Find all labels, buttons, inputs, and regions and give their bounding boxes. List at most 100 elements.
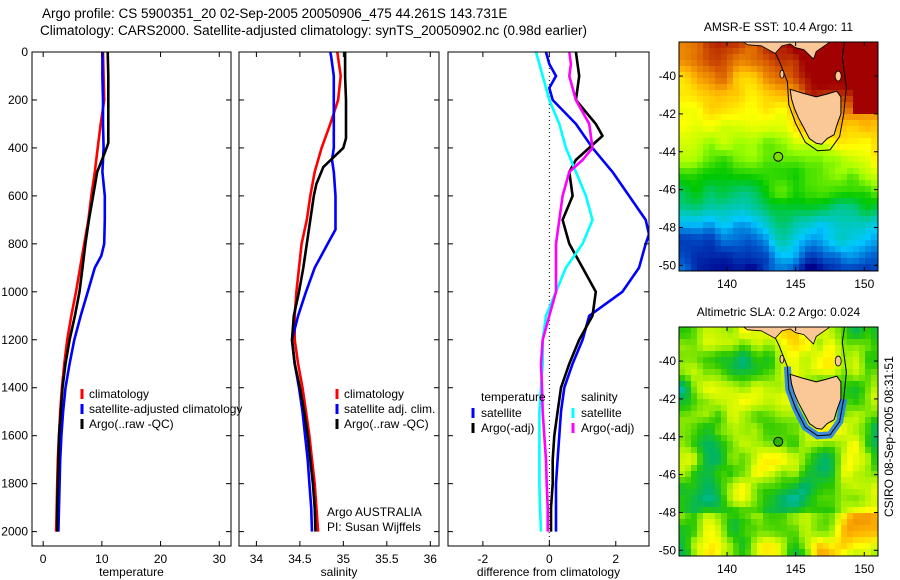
map-cell — [811, 441, 817, 447]
map-cell — [781, 363, 787, 369]
map-cell — [793, 429, 799, 435]
legend-label: climatology — [344, 387, 404, 401]
map-cell — [793, 417, 799, 423]
map-cell — [865, 411, 871, 417]
map-cell — [823, 156, 829, 162]
map-cell — [763, 483, 769, 489]
map-cell — [859, 459, 865, 465]
map-cell — [805, 513, 811, 519]
map-cell — [757, 228, 763, 234]
map-cell — [835, 537, 841, 543]
map-cell — [685, 333, 691, 339]
map-cell — [799, 459, 805, 465]
y-tick-label: 400 — [8, 141, 28, 155]
map-cell — [787, 144, 793, 150]
map-cell — [811, 351, 817, 357]
map-cell — [865, 144, 871, 150]
map-cell — [739, 234, 745, 240]
map-cell — [691, 150, 697, 156]
map-cell — [841, 417, 847, 423]
map-cell — [835, 519, 841, 525]
map-cell — [847, 48, 853, 54]
map-cell — [829, 246, 835, 252]
map-cell — [835, 228, 841, 234]
map-cell — [721, 381, 727, 387]
map-cell — [757, 120, 763, 126]
map-cell — [817, 204, 823, 210]
map-cell — [691, 108, 697, 114]
map-cell — [859, 447, 865, 453]
map-cell — [757, 405, 763, 411]
map-cell — [769, 96, 775, 102]
map-cell — [769, 138, 775, 144]
map-cell — [775, 507, 781, 513]
map-cell — [709, 393, 715, 399]
map-cell — [721, 495, 727, 501]
map-cell — [793, 489, 799, 495]
map-cell — [769, 417, 775, 423]
map-cell — [697, 537, 703, 543]
map-cell — [781, 174, 787, 180]
map-cell — [727, 531, 733, 537]
map-cell — [739, 381, 745, 387]
map-cell — [733, 483, 739, 489]
map-cell — [751, 429, 757, 435]
map-cell — [847, 204, 853, 210]
map-cell — [787, 102, 793, 108]
map-cell — [703, 54, 709, 60]
map-cell — [739, 399, 745, 405]
map-cell — [787, 264, 793, 270]
map-cell — [727, 174, 733, 180]
map-cell — [697, 375, 703, 381]
map-cell — [859, 519, 865, 525]
map-cell — [841, 234, 847, 240]
map-cell — [817, 453, 823, 459]
map-cell — [865, 489, 871, 495]
map-cell — [835, 543, 841, 549]
map-cell — [721, 264, 727, 270]
map-cell — [745, 258, 751, 264]
map-cell — [745, 411, 751, 417]
map-cell — [745, 114, 751, 120]
map-cell — [727, 465, 733, 471]
map-cell — [727, 459, 733, 465]
map-cell — [853, 453, 859, 459]
map-cell — [835, 42, 841, 48]
map-cell — [715, 525, 721, 531]
map-cell — [853, 72, 859, 78]
y-tick-label: -44 — [659, 145, 677, 159]
map-cell — [793, 210, 799, 216]
map-cell — [841, 477, 847, 483]
map-cell — [865, 240, 871, 246]
map-cell — [775, 351, 781, 357]
map-cell — [697, 84, 703, 90]
map-cell — [781, 333, 787, 339]
map-cell — [745, 369, 751, 375]
map-cell — [715, 333, 721, 339]
map-cell — [853, 411, 859, 417]
map-cell — [787, 477, 793, 483]
map-cell — [739, 78, 745, 84]
map-cell — [871, 333, 877, 339]
map-cell — [835, 186, 841, 192]
map-cell — [769, 441, 775, 447]
map-cell — [715, 60, 721, 66]
map-cell — [835, 495, 841, 501]
map-cell — [847, 180, 853, 186]
map-cell — [745, 501, 751, 507]
map-cell — [799, 357, 805, 363]
map-cell — [781, 345, 787, 351]
map-cell — [751, 381, 757, 387]
map-cell — [817, 60, 823, 66]
map-cell — [709, 162, 715, 168]
map-cell — [871, 339, 877, 345]
map-cell — [745, 168, 751, 174]
map-cell — [715, 78, 721, 84]
map-cell — [793, 48, 799, 54]
map-cell — [751, 264, 757, 270]
map-cell — [775, 96, 781, 102]
map-cell — [835, 54, 841, 60]
x-tick-label: 34.5 — [288, 552, 312, 566]
map-cell — [847, 543, 853, 549]
map-cell — [703, 96, 709, 102]
